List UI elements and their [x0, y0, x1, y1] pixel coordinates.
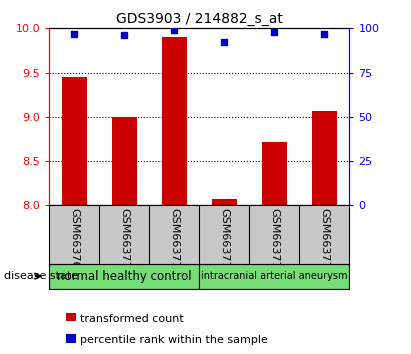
Text: percentile rank within the sample: percentile rank within the sample: [80, 335, 268, 345]
Text: disease state: disease state: [4, 271, 78, 281]
Text: normal healthy control: normal healthy control: [57, 270, 192, 282]
Point: [121, 33, 127, 38]
Bar: [312, 110, 337, 205]
Text: GSM663769: GSM663769: [69, 208, 79, 276]
Text: GSM663770: GSM663770: [119, 208, 129, 276]
Text: GSM663771: GSM663771: [169, 208, 179, 276]
Bar: [112, 117, 137, 205]
Text: GSM663772: GSM663772: [219, 208, 229, 276]
Bar: [212, 199, 237, 205]
Bar: [162, 37, 187, 205]
Text: intracranial arterial aneurysm: intracranial arterial aneurysm: [201, 271, 348, 281]
Title: GDS3903 / 214882_s_at: GDS3903 / 214882_s_at: [116, 12, 283, 26]
Text: GSM663774: GSM663774: [319, 208, 329, 276]
Bar: [49, 264, 199, 289]
Text: GSM663773: GSM663773: [269, 208, 279, 276]
Point: [171, 27, 178, 33]
Bar: [62, 77, 87, 205]
Point: [321, 31, 328, 36]
Point: [71, 31, 78, 36]
Text: transformed count: transformed count: [80, 314, 184, 324]
Bar: [262, 142, 287, 205]
Point: [221, 40, 228, 45]
Bar: [199, 264, 349, 289]
Point: [271, 29, 278, 35]
